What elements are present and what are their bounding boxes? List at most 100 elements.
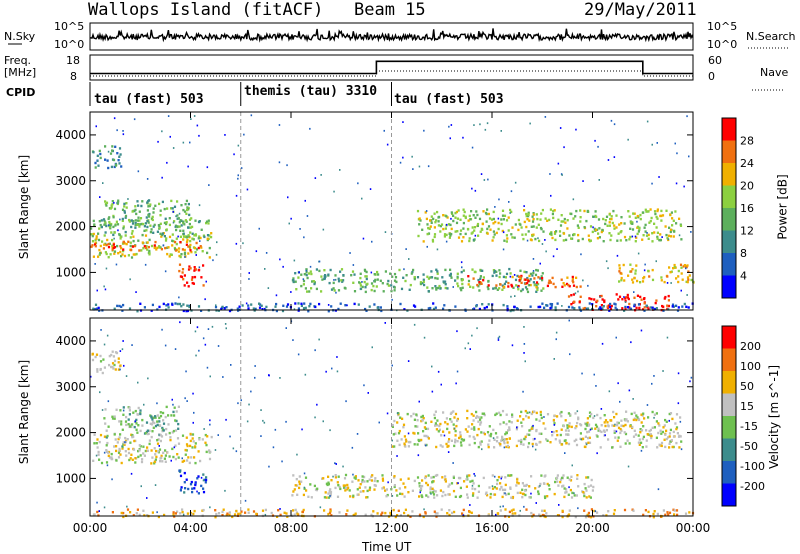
data-cell xyxy=(526,281,529,285)
data-cell xyxy=(97,164,100,167)
data-cell xyxy=(459,435,462,438)
noise-cell xyxy=(309,265,312,268)
data-cell xyxy=(534,237,537,241)
data-cell xyxy=(179,275,182,278)
data-cell xyxy=(194,442,197,445)
noise-cell xyxy=(196,124,199,127)
data-cell xyxy=(330,305,333,308)
colorbar-swatch xyxy=(722,185,736,208)
data-cell xyxy=(314,488,318,491)
noise-cell xyxy=(357,182,359,185)
data-cell xyxy=(527,445,530,449)
data-cell xyxy=(165,405,168,409)
data-cell xyxy=(468,510,471,514)
data-cell xyxy=(454,495,457,498)
data-cell xyxy=(192,238,195,241)
data-cell xyxy=(136,508,139,511)
data-cell xyxy=(653,426,656,429)
data-cell xyxy=(172,410,175,414)
noise-cell xyxy=(640,449,643,452)
noise-cell xyxy=(174,226,176,228)
data-cell xyxy=(568,425,571,428)
data-cell xyxy=(116,223,120,226)
noise-cell xyxy=(302,278,305,281)
data-cell xyxy=(297,276,300,279)
data-cell xyxy=(327,475,330,478)
data-cell xyxy=(687,270,690,273)
data-cell xyxy=(540,289,543,292)
data-cell xyxy=(334,476,337,479)
data-cell xyxy=(399,514,402,517)
noise-cell xyxy=(103,285,105,288)
data-cell xyxy=(315,268,318,271)
data-cell xyxy=(608,213,611,216)
data-cell xyxy=(154,415,157,418)
data-cell xyxy=(492,428,495,432)
data-cell xyxy=(370,475,373,478)
data-cell xyxy=(177,250,180,253)
noise-cell xyxy=(597,145,599,148)
data-cell xyxy=(447,485,450,488)
data-cell xyxy=(449,234,452,237)
data-cell xyxy=(114,164,118,167)
data-cell xyxy=(517,218,520,222)
data-cell xyxy=(129,244,132,248)
data-cell xyxy=(442,430,445,433)
colorbar-tick-label: 24 xyxy=(740,157,754,170)
noise-cell xyxy=(585,443,588,446)
data-cell xyxy=(131,230,134,233)
data-cell xyxy=(472,435,475,439)
data-cell xyxy=(610,217,613,221)
data-cell xyxy=(183,471,186,475)
data-cell xyxy=(205,476,208,479)
data-cell xyxy=(593,509,596,513)
data-cell xyxy=(381,282,384,285)
colorbar-swatch xyxy=(722,348,736,371)
data-cell xyxy=(111,362,115,365)
data-cell xyxy=(677,269,680,273)
noise-cell xyxy=(242,242,244,245)
data-cell xyxy=(528,274,531,278)
data-cell xyxy=(669,228,673,231)
data-cell xyxy=(418,217,421,220)
data-cell xyxy=(298,482,301,486)
data-cell xyxy=(478,282,481,286)
data-cell xyxy=(132,435,135,438)
data-cell xyxy=(119,153,122,156)
frequency-panel xyxy=(8,43,790,91)
data-cell xyxy=(156,442,160,445)
noise-cell xyxy=(171,398,173,401)
data-cell xyxy=(143,514,146,517)
data-cell xyxy=(167,303,170,306)
data-cell xyxy=(603,421,606,424)
data-cell xyxy=(411,489,414,492)
data-cell xyxy=(427,307,430,310)
data-cell xyxy=(430,276,434,279)
data-cell xyxy=(202,487,205,490)
data-cell xyxy=(241,304,244,307)
colorbar-swatch xyxy=(722,253,736,276)
noise-cell xyxy=(162,244,165,247)
noise-cell xyxy=(332,475,334,478)
noise-cell xyxy=(491,485,494,488)
data-cell xyxy=(422,240,425,243)
data-cell xyxy=(645,429,648,432)
noise-cell xyxy=(423,129,425,132)
data-cell xyxy=(615,214,618,217)
data-cell xyxy=(127,254,130,257)
noise-cell xyxy=(510,295,512,298)
data-cell xyxy=(602,514,605,517)
data-cell xyxy=(309,483,312,486)
data-cell xyxy=(197,475,200,478)
data-cell xyxy=(110,457,113,461)
data-cell xyxy=(254,307,257,311)
data-cell xyxy=(509,208,512,212)
data-cell xyxy=(588,302,591,305)
noise-cell xyxy=(105,267,108,270)
data-cell xyxy=(552,209,555,213)
data-cell xyxy=(681,278,684,281)
data-cell xyxy=(177,442,181,445)
data-cell xyxy=(466,417,469,420)
data-cell xyxy=(487,279,490,283)
data-cell xyxy=(125,242,128,246)
